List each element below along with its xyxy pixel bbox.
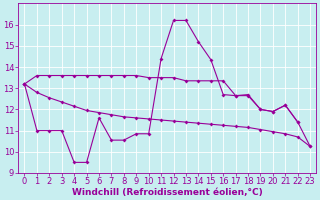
X-axis label: Windchill (Refroidissement éolien,°C): Windchill (Refroidissement éolien,°C) [72, 188, 263, 197]
